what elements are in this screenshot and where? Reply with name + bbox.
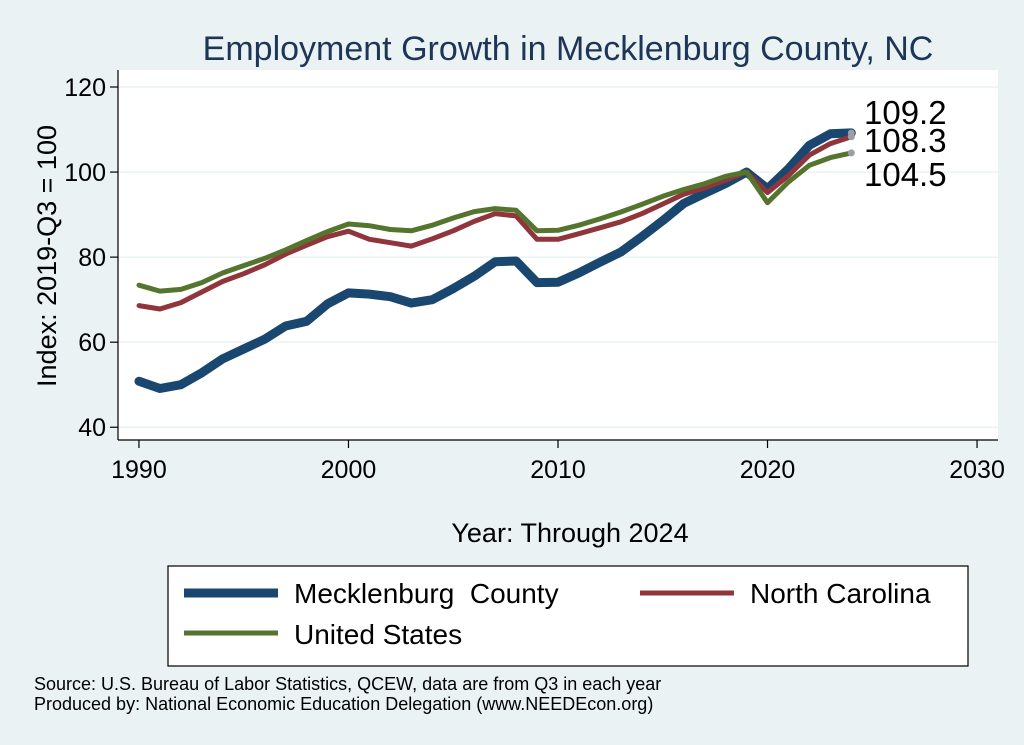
legend-box: [167, 565, 969, 667]
x-tick-label-1990: 1990: [111, 456, 167, 484]
series-lines: [134, 128, 856, 393]
series-line-united-states: [136, 150, 854, 294]
source-line-1: Source: U.S. Bureau of Labor Statistics,…: [34, 674, 661, 694]
source-line-2: Produced by: National Economic Education…: [34, 694, 653, 714]
y-tick-label-60: 60: [78, 329, 106, 357]
end-point-marker: [847, 149, 855, 157]
x-axis-label: Year: Through 2024: [451, 518, 688, 548]
y-axis-label: Index: 2019-Q3 = 100: [32, 125, 62, 387]
legend-label-north-carolina: North Carolina: [750, 578, 931, 609]
legend: Mecklenburg County North Carolina United S…: [184, 578, 931, 650]
y-tick-label-100: 100: [64, 159, 106, 187]
end-label-north-carolina: 108.3: [864, 122, 947, 159]
chart-title: Employment Growth in Mecklenburg County,…: [203, 30, 934, 68]
x-tick-label-2010: 2010: [530, 456, 586, 484]
x-tick-label-2000: 2000: [321, 456, 377, 484]
end-label-united-states: 104.5: [864, 156, 947, 193]
y-tick-label-120: 120: [64, 74, 106, 102]
x-tick-label-2030: 2030: [949, 456, 1005, 484]
y-ticks: 40 60 80 100 120: [64, 74, 118, 442]
y-tick-label-80: 80: [78, 244, 106, 272]
y-tick-label-40: 40: [78, 414, 106, 442]
end-point-marker: [847, 133, 855, 141]
end-label-mecklenburg-county: 109.2: [864, 94, 947, 131]
x-ticks: 1990 2000 2010 2020 2030: [111, 440, 1005, 484]
legend-label-united-states: United States: [294, 619, 462, 650]
legend-label-mecklenburg-county: Mecklenburg County: [294, 578, 559, 609]
x-tick-label-2020: 2020: [740, 456, 796, 484]
